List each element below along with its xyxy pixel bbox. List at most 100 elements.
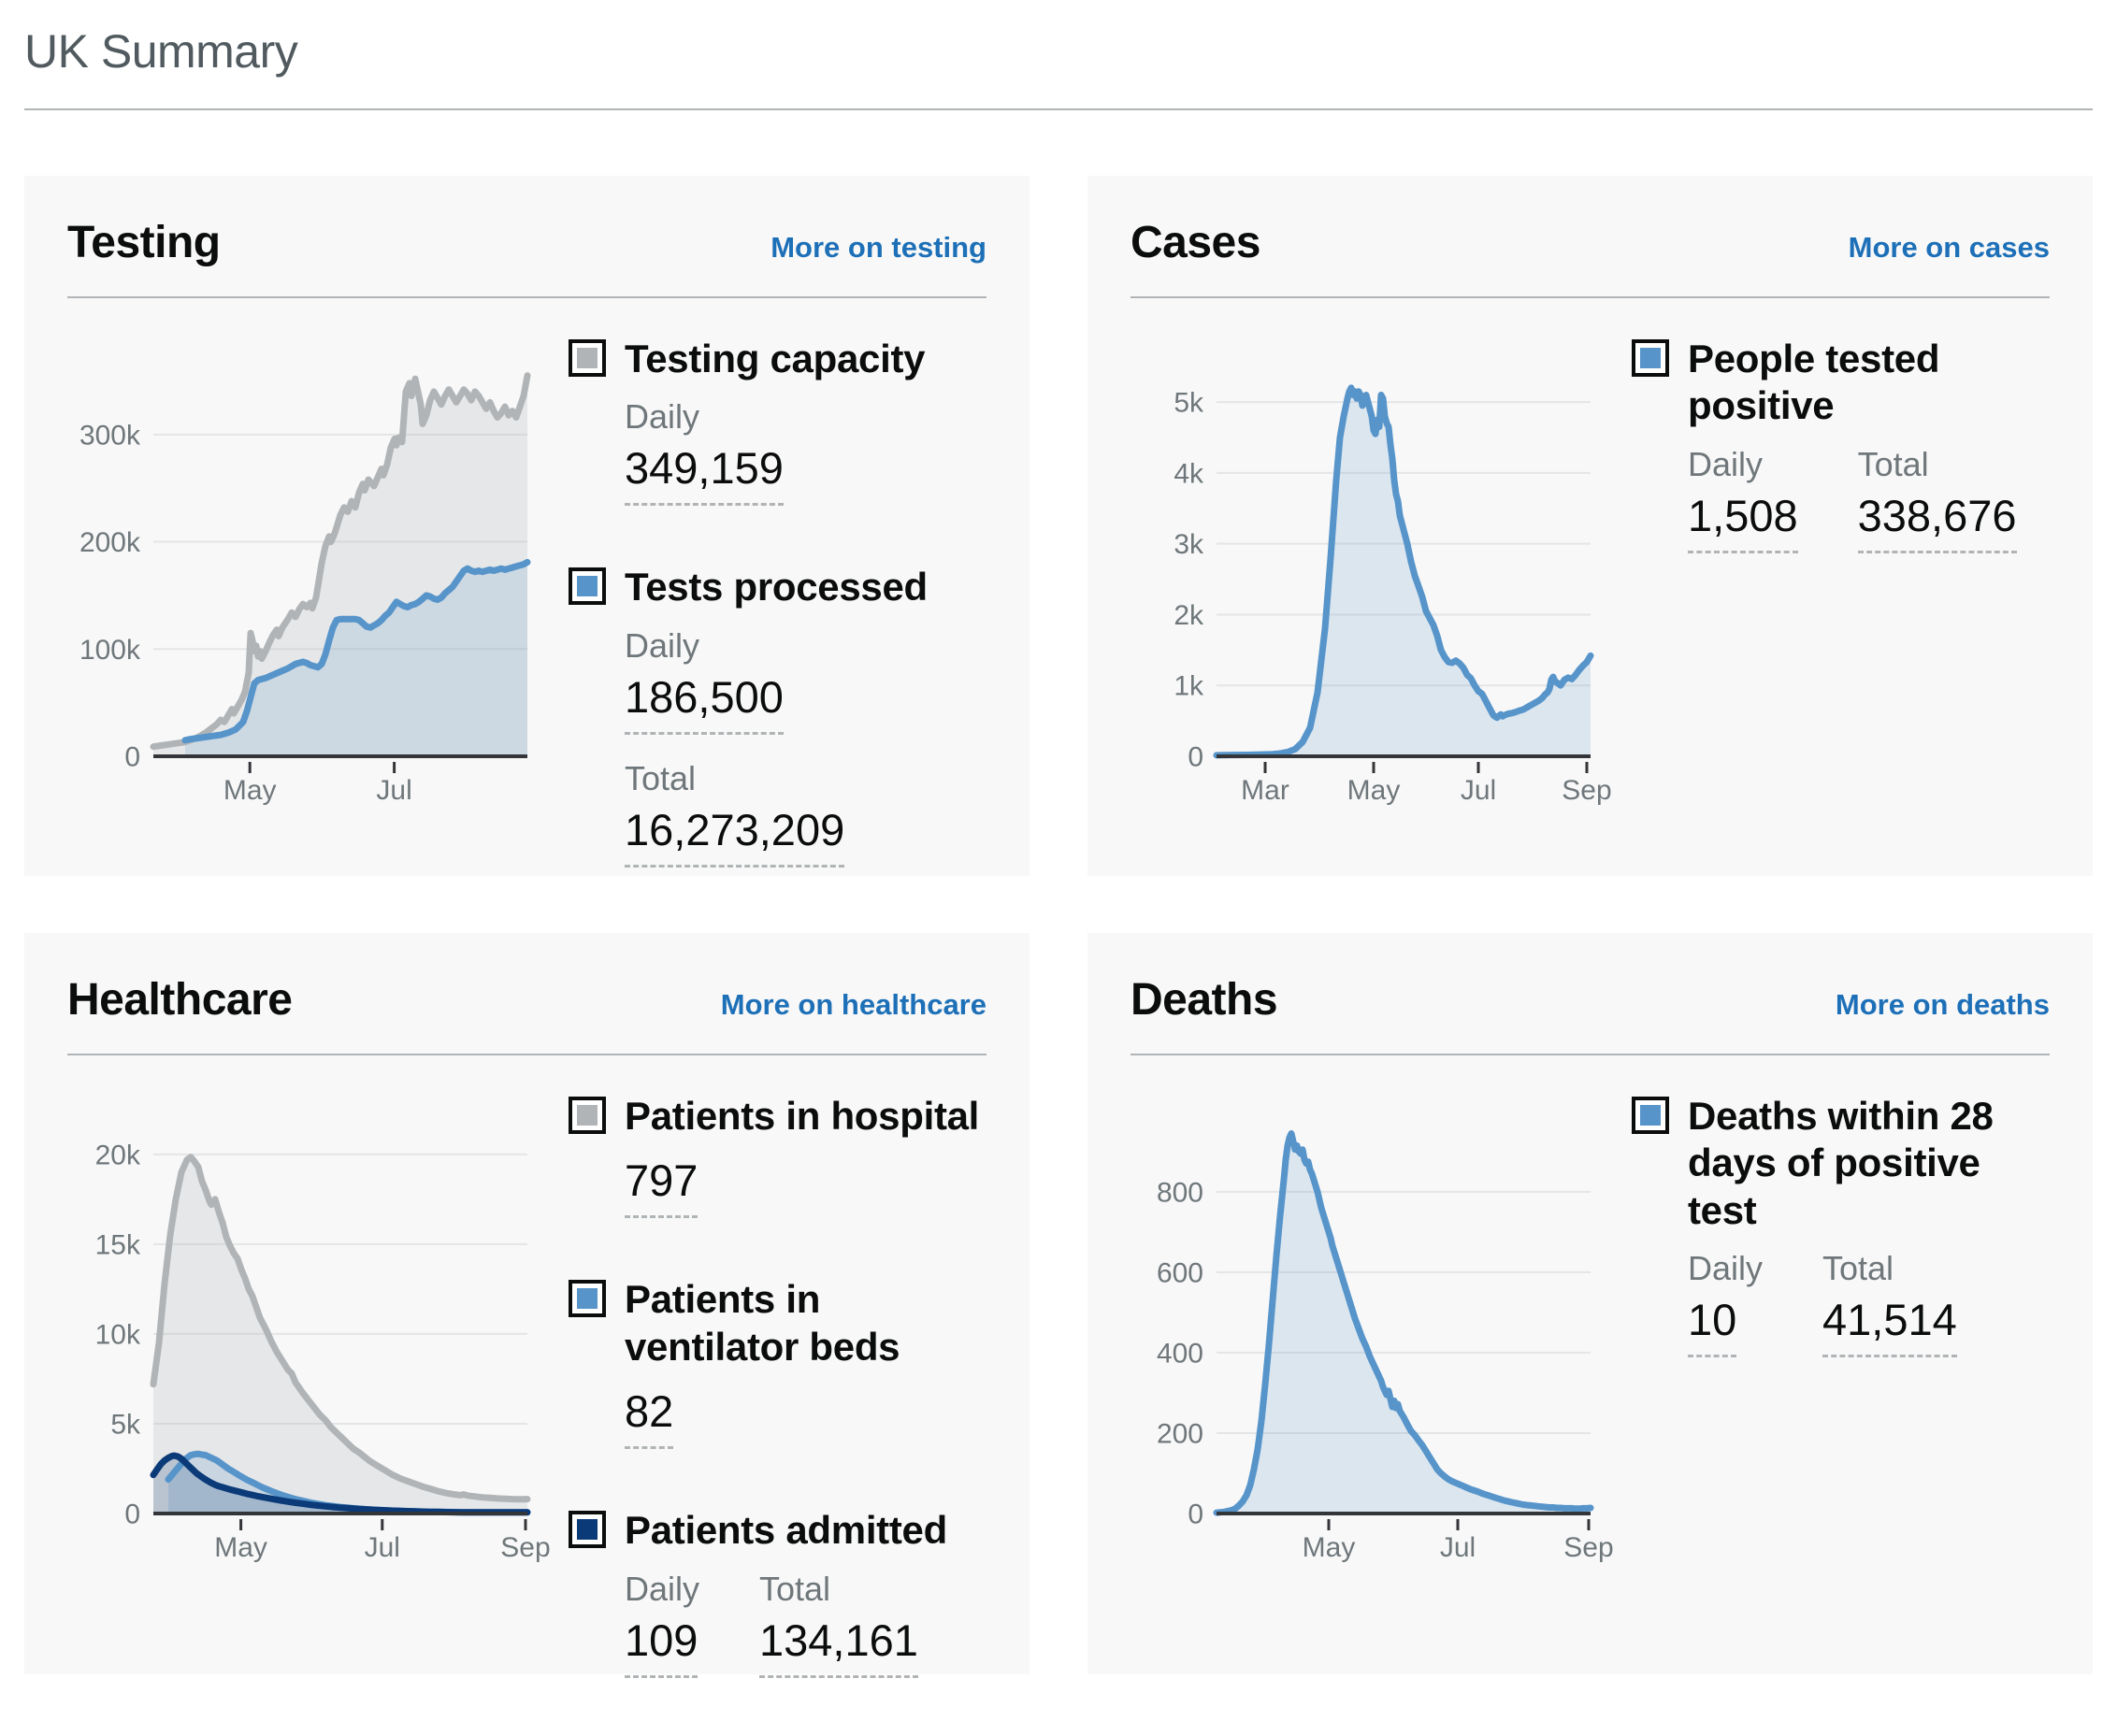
more-on-cases-link[interactable]: More on cases bbox=[1848, 231, 2050, 264]
stat-heading: Testing capacity bbox=[625, 337, 926, 380]
metric-daily: Daily 186,500 bbox=[625, 626, 986, 735]
stat-heading: Tests processed bbox=[625, 565, 928, 610]
deaths-stats: Deaths within 28 days of positive test D… bbox=[1632, 1093, 2050, 1415]
testing-panel-title: Testing bbox=[67, 218, 221, 267]
patients-in-ventilator-beds-legend-icon bbox=[569, 1280, 606, 1318]
svg-text:5k: 5k bbox=[1174, 388, 1204, 419]
svg-text:Jul: Jul bbox=[1440, 1532, 1476, 1563]
tests-processed-legend-icon bbox=[569, 567, 606, 606]
metric-latest: 797 bbox=[625, 1155, 986, 1219]
svg-text:5k: 5k bbox=[110, 1409, 141, 1440]
stat-heading: Patients in ventilator beds bbox=[625, 1277, 900, 1369]
metric-value: 349,159 bbox=[625, 442, 784, 507]
metric-value: 41,514 bbox=[1822, 1294, 1957, 1358]
metric-value: 186,500 bbox=[625, 671, 784, 735]
testing-capacity-legend-icon bbox=[569, 339, 606, 377]
panel-divider bbox=[1131, 296, 2050, 298]
svg-text:0: 0 bbox=[1188, 1499, 1203, 1530]
metric-daily: Daily 109 bbox=[625, 1570, 699, 1678]
stat-people-tested-positive: People tested positive Daily 1,508 Total… bbox=[1632, 336, 2050, 553]
uk-summary-page: UK Summary Testing More on testing 0 100k… bbox=[24, 25, 2093, 1678]
svg-text:10k: 10k bbox=[95, 1319, 141, 1350]
stat-deaths-within-28-days: Deaths within 28 days of positive test D… bbox=[1632, 1093, 2050, 1358]
people-tested-positive-legend-icon bbox=[1632, 339, 1669, 377]
metric-label: Daily bbox=[1688, 1249, 1764, 1288]
metric-total: Total 41,514 bbox=[1822, 1249, 1957, 1358]
patients-admitted-legend-icon bbox=[569, 1511, 606, 1549]
panel-cases: Cases More on cases 0 1k 2k 3k 4k 5k Mar May Jul… bbox=[1087, 176, 2093, 876]
svg-text:800: 800 bbox=[1157, 1177, 1203, 1208]
page-divider bbox=[24, 108, 2093, 110]
healthcare-panel-title: Healthcare bbox=[67, 975, 293, 1025]
metric-daily: Daily 1,508 bbox=[1688, 445, 1798, 553]
panel-deaths: Deaths More on deaths 0 200 400 600 800 May Ju… bbox=[1087, 933, 2093, 1674]
panel-divider bbox=[1131, 1054, 2050, 1055]
metric-value: 109 bbox=[625, 1614, 698, 1678]
testing-chart: 0 100k 200k 300k May Jul bbox=[79, 372, 531, 806]
metric-value: 797 bbox=[625, 1155, 698, 1219]
svg-text:0: 0 bbox=[1188, 742, 1203, 773]
metric-total: Total 16,273,209 bbox=[625, 759, 986, 868]
metric-value: 82 bbox=[625, 1385, 674, 1450]
svg-text:300k: 300k bbox=[79, 420, 141, 451]
svg-text:15k: 15k bbox=[95, 1229, 141, 1260]
metric-value: 10 bbox=[1688, 1294, 1737, 1358]
testing-stats: Testing capacity Daily 349,159 Test bbox=[569, 336, 986, 925]
patients-in-hospital-legend-icon bbox=[569, 1097, 606, 1134]
svg-text:May: May bbox=[223, 775, 277, 806]
svg-text:20k: 20k bbox=[95, 1140, 141, 1170]
stat-tests-processed: Tests processed Daily 186,500 Total 16,2… bbox=[569, 564, 986, 868]
stat-testing-capacity: Testing capacity Daily 349,159 bbox=[569, 336, 986, 507]
metric-latest: 82 bbox=[625, 1385, 986, 1450]
cases-stats: People tested positive Daily 1,508 Total… bbox=[1632, 336, 2050, 611]
metric-total: Total 134,161 bbox=[759, 1570, 918, 1678]
stat-heading: Deaths within 28 days of positive test bbox=[1688, 1094, 1994, 1232]
metric-value: 338,676 bbox=[1857, 490, 2017, 553]
svg-text:100k: 100k bbox=[79, 635, 141, 666]
svg-text:Sep: Sep bbox=[500, 1532, 550, 1563]
stat-heading: People tested positive bbox=[1688, 337, 1940, 428]
more-on-deaths-link[interactable]: More on deaths bbox=[1835, 988, 2050, 1021]
metric-label: Daily bbox=[1688, 444, 1764, 483]
metric-total: Total 338,676 bbox=[1857, 444, 2017, 553]
deaths-panel-title: Deaths bbox=[1131, 975, 1278, 1025]
healthcare-stats: Patients in hospital 797 Patients in ven… bbox=[569, 1093, 986, 1736]
svg-text:4k: 4k bbox=[1174, 458, 1204, 489]
svg-text:3k: 3k bbox=[1174, 529, 1204, 560]
svg-text:600: 600 bbox=[1157, 1257, 1203, 1288]
panel-testing: Testing More on testing 0 100k 200k 300k May… bbox=[24, 176, 1030, 876]
metric-daily: Daily 349,159 bbox=[625, 397, 986, 507]
svg-text:May: May bbox=[1347, 775, 1401, 806]
svg-text:2k: 2k bbox=[1174, 600, 1204, 631]
metric-value: 16,273,209 bbox=[625, 804, 845, 868]
stat-heading: Patients in hospital bbox=[625, 1094, 980, 1138]
stat-patients-in-hospital: Patients in hospital 797 bbox=[569, 1093, 986, 1219]
svg-text:Jul: Jul bbox=[1461, 775, 1496, 806]
metric-label: Total bbox=[759, 1569, 831, 1608]
cases-panel-title: Cases bbox=[1131, 218, 1260, 267]
healthcare-chart: 0 5k 10k 15k 20k May Jul Sep bbox=[95, 1140, 551, 1563]
panel-divider bbox=[67, 296, 986, 298]
svg-text:200k: 200k bbox=[79, 527, 141, 558]
more-on-healthcare-link[interactable]: More on healthcare bbox=[720, 988, 986, 1021]
metric-label: Total bbox=[625, 758, 697, 797]
svg-text:Sep: Sep bbox=[1562, 775, 1611, 806]
svg-text:Sep: Sep bbox=[1563, 1532, 1613, 1563]
stat-patients-in-ventilator-beds: Patients in ventilator beds 82 bbox=[569, 1276, 986, 1450]
svg-text:0: 0 bbox=[124, 742, 140, 773]
panel-healthcare: Healthcare More on healthcare 0 5k 10k 15k 2… bbox=[24, 933, 1030, 1678]
stat-heading: Patients admitted bbox=[625, 1508, 947, 1553]
svg-text:Jul: Jul bbox=[376, 775, 411, 806]
metric-label: Daily bbox=[625, 397, 700, 437]
deaths-legend-icon bbox=[1632, 1097, 1669, 1134]
svg-text:1k: 1k bbox=[1174, 671, 1204, 702]
svg-text:Mar: Mar bbox=[1241, 775, 1289, 806]
metric-daily: Daily 10 bbox=[1688, 1249, 1764, 1358]
summary-grid: Testing More on testing 0 100k 200k 300k May… bbox=[24, 176, 2093, 1678]
svg-text:May: May bbox=[1303, 1532, 1356, 1563]
metric-value: 134,161 bbox=[759, 1614, 918, 1678]
metric-label: Total bbox=[1857, 444, 1929, 483]
more-on-testing-link[interactable]: More on testing bbox=[770, 231, 986, 264]
panel-divider bbox=[67, 1054, 986, 1055]
svg-text:400: 400 bbox=[1157, 1338, 1203, 1369]
